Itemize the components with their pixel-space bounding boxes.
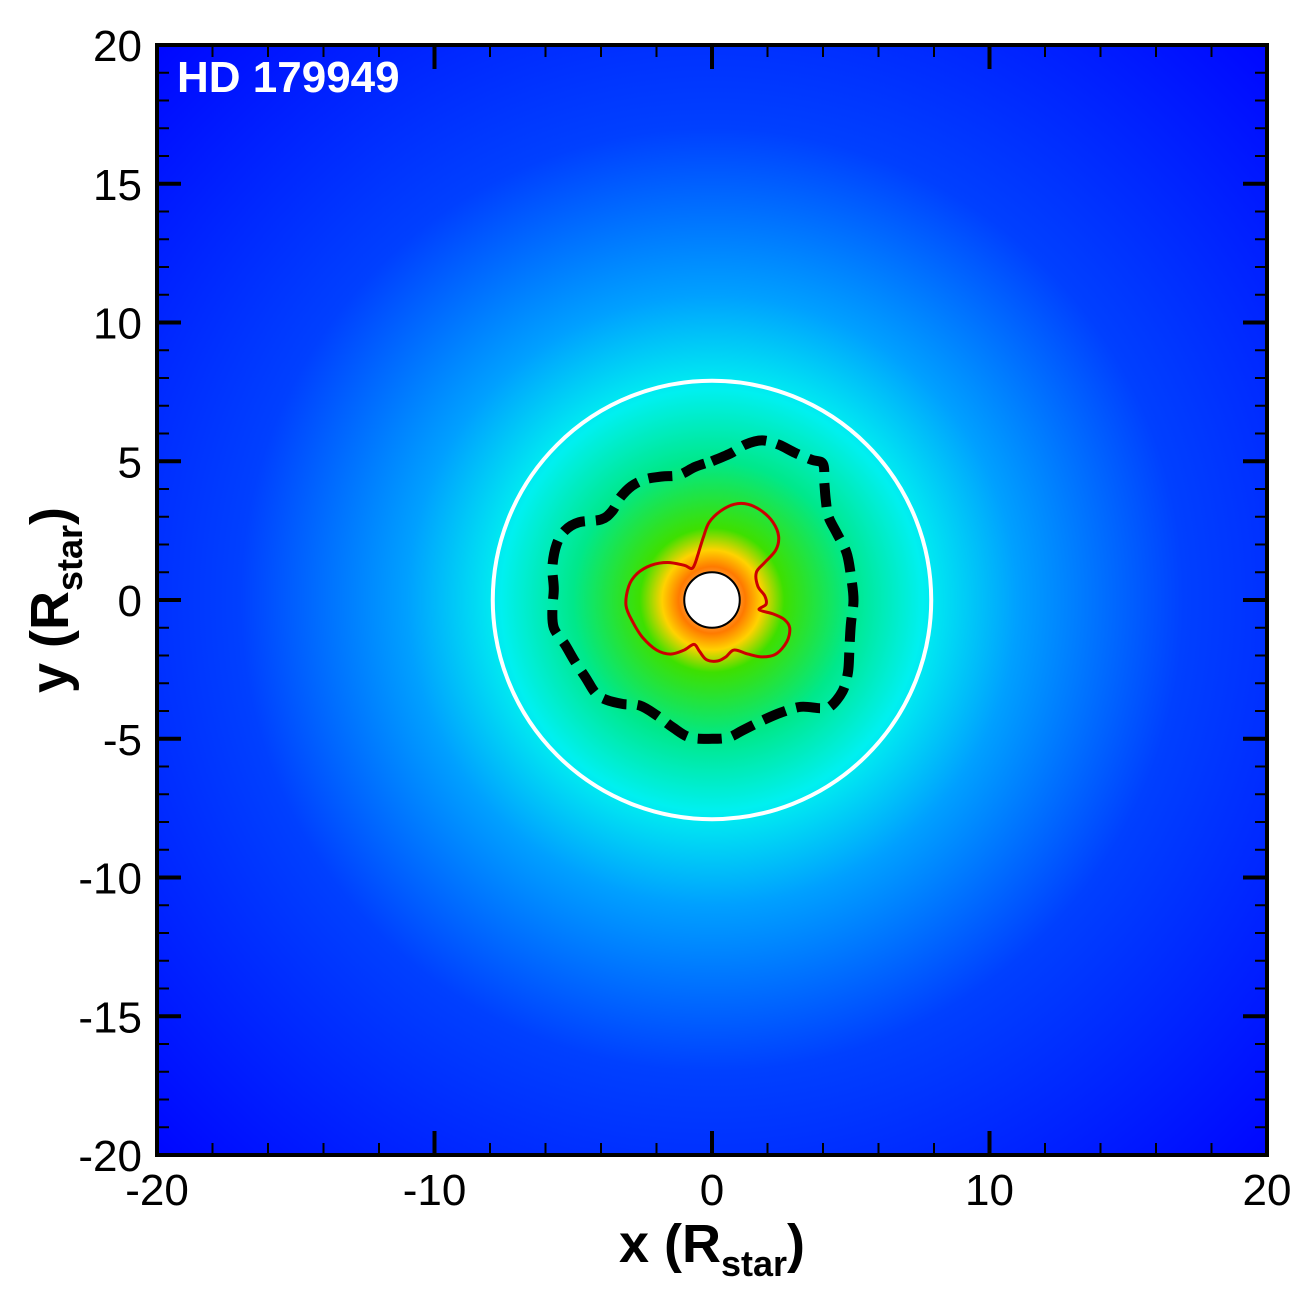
plot-area	[157, 45, 1267, 1155]
white-circle-contour	[490, 378, 934, 822]
x-axis-title: x (Rstar)	[619, 1214, 805, 1284]
red-contour	[624, 501, 792, 663]
y-tick-label: 20	[93, 22, 142, 71]
x-tick-label: 0	[700, 1166, 724, 1215]
y-tick-label: 5	[118, 438, 142, 487]
x-tick-label: -10	[403, 1166, 467, 1215]
x-tick-label: 10	[965, 1166, 1014, 1215]
dashed-contour	[547, 435, 859, 744]
y-axis-title: y (Rstar)	[20, 507, 90, 693]
tick-labels: -20 -10 0 10 20 -20 -15 -10 -5 0 5 10 15 20	[78, 22, 1291, 1215]
y-tick-label: 15	[93, 161, 142, 210]
y-tick-label: 0	[118, 577, 142, 626]
panel-label: HD 179949	[177, 53, 400, 102]
x-tick-label: 20	[1243, 1166, 1292, 1215]
y-tick-label: -5	[103, 716, 142, 765]
y-tick-label: -15	[78, 993, 142, 1042]
axis-ticks	[155, 43, 1269, 1157]
y-tick-label: -10	[78, 855, 142, 904]
x-tick-label: -20	[125, 1166, 189, 1215]
y-tick-label: 10	[93, 300, 142, 349]
star-disk	[683, 571, 741, 629]
y-tick-label: -20	[78, 1132, 142, 1181]
